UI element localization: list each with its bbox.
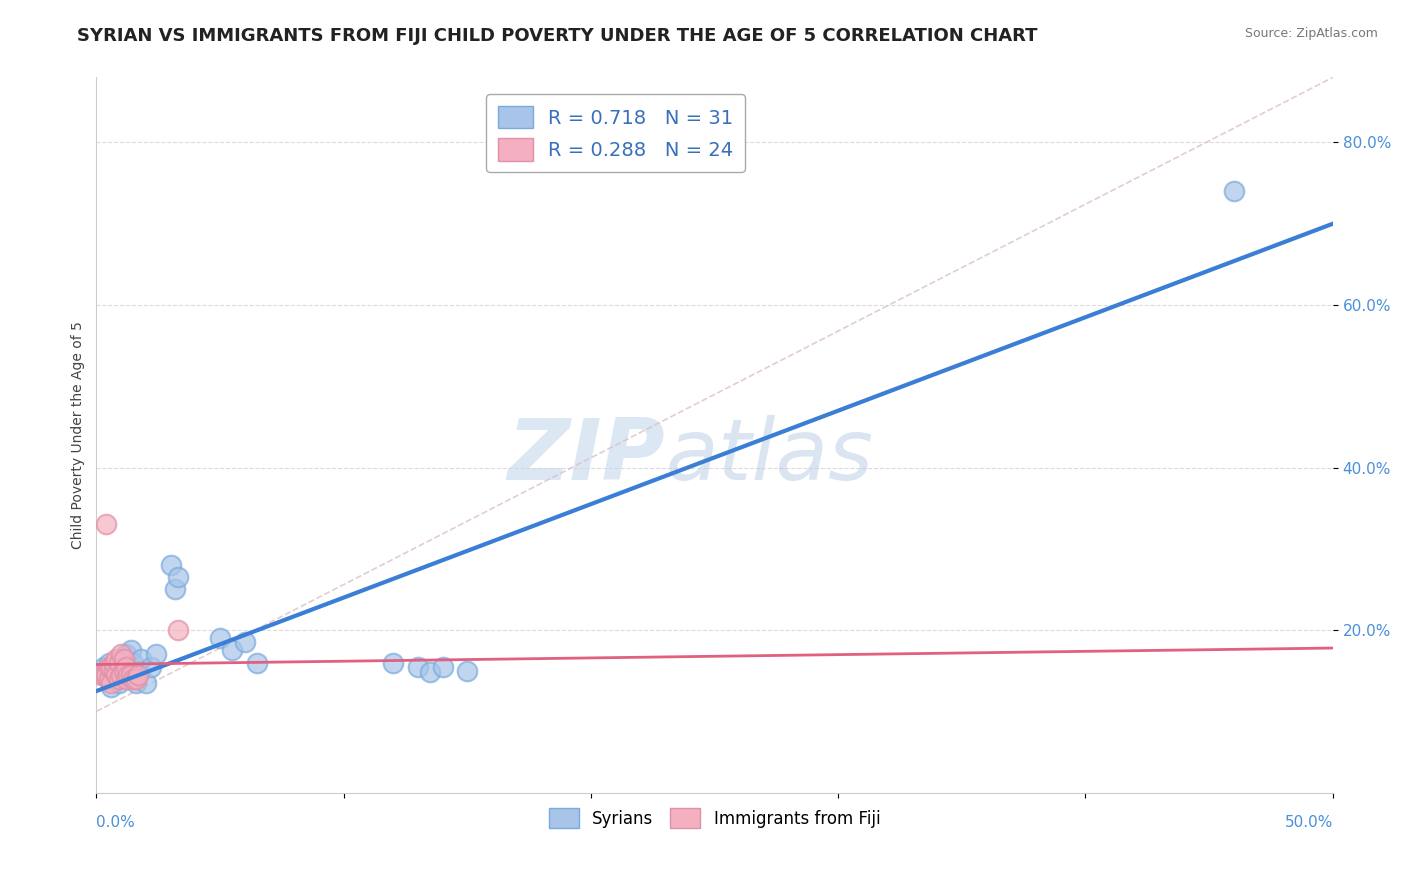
- Point: [135, 676, 157, 690]
- Point: [115, 672, 138, 686]
- Point: [110, 668, 132, 682]
- Text: 0.0%: 0.0%: [97, 815, 135, 830]
- Point: [221, 643, 243, 657]
- Point: [100, 676, 122, 690]
- Point: [96, 517, 118, 532]
- Y-axis label: Child Poverty Under the Age of 5: Child Poverty Under the Age of 5: [72, 321, 86, 549]
- Point: [110, 651, 132, 665]
- Point: [112, 659, 135, 673]
- Legend: Syrians, Immigrants from Fiji: Syrians, Immigrants from Fiji: [543, 802, 887, 834]
- Point: [120, 668, 142, 682]
- Point: [139, 659, 162, 673]
- Point: [456, 664, 478, 678]
- Point: [419, 665, 441, 680]
- Point: [159, 558, 181, 573]
- Point: [406, 659, 429, 673]
- Point: [112, 651, 135, 665]
- Point: [105, 656, 128, 670]
- Point: [167, 570, 190, 584]
- Point: [127, 668, 149, 682]
- Point: [432, 659, 454, 673]
- Point: [107, 656, 129, 670]
- Point: [93, 668, 115, 682]
- Point: [115, 659, 138, 673]
- Point: [107, 672, 129, 686]
- Point: [129, 651, 152, 665]
- Point: [105, 668, 128, 682]
- Text: ZIP: ZIP: [508, 415, 665, 498]
- Point: [125, 672, 148, 686]
- Point: [103, 656, 125, 670]
- Point: [107, 676, 129, 690]
- Point: [115, 648, 138, 662]
- Point: [208, 632, 231, 646]
- Point: [90, 668, 112, 682]
- Text: Source: ZipAtlas.com: Source: ZipAtlas.com: [1244, 27, 1378, 40]
- Point: [112, 664, 135, 678]
- Point: [145, 648, 167, 662]
- Point: [233, 635, 256, 649]
- Point: [97, 656, 120, 670]
- Point: [117, 668, 139, 682]
- Point: [103, 668, 125, 682]
- Point: [165, 582, 187, 597]
- Point: [96, 668, 118, 682]
- Point: [97, 659, 120, 673]
- Point: [100, 659, 122, 673]
- Point: [93, 659, 115, 673]
- Text: atlas: atlas: [665, 415, 873, 498]
- Point: [122, 656, 145, 670]
- Point: [125, 676, 148, 690]
- Point: [100, 680, 122, 694]
- Point: [120, 643, 142, 657]
- Point: [105, 651, 128, 665]
- Text: SYRIAN VS IMMIGRANTS FROM FIJI CHILD POVERTY UNDER THE AGE OF 5 CORRELATION CHAR: SYRIAN VS IMMIGRANTS FROM FIJI CHILD POV…: [77, 27, 1038, 45]
- Point: [246, 656, 269, 670]
- Point: [97, 672, 120, 686]
- Point: [382, 656, 405, 670]
- Point: [127, 664, 149, 678]
- Point: [103, 664, 125, 678]
- Point: [122, 672, 145, 686]
- Point: [117, 668, 139, 682]
- Point: [1223, 184, 1246, 198]
- Point: [167, 623, 190, 637]
- Text: 50.0%: 50.0%: [1285, 815, 1333, 830]
- Point: [110, 648, 132, 662]
